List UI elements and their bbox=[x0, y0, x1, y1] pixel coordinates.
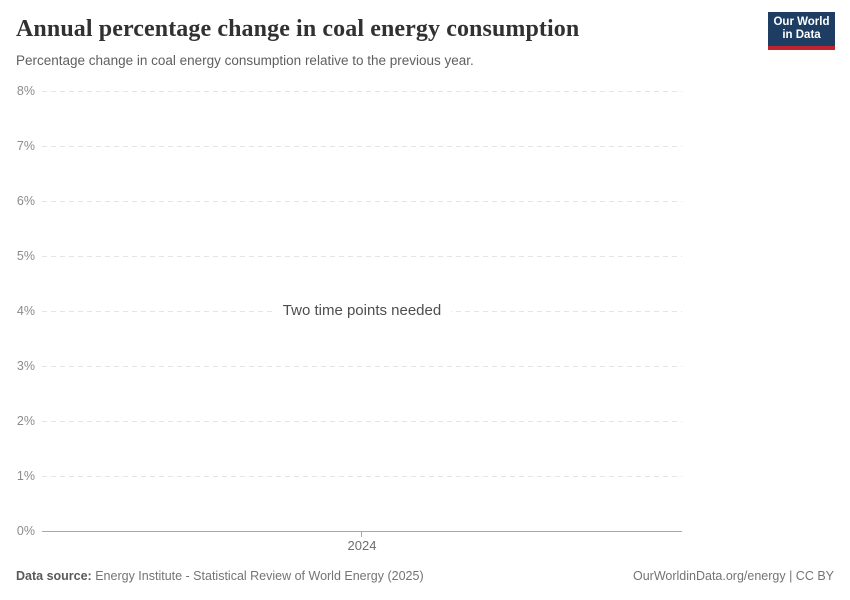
y-axis-tick-label: 8% bbox=[16, 84, 35, 98]
license-link[interactable]: OurWorldinData.org/energy | CC BY bbox=[632, 569, 834, 583]
data-source: Data source: Energy Institute - Statisti… bbox=[16, 569, 424, 584]
gridline bbox=[42, 201, 682, 202]
owid-logo[interactable]: Our World in Data bbox=[768, 12, 835, 50]
y-axis-tick-label: 5% bbox=[16, 249, 35, 263]
chart-subtitle: Percentage change in coal energy consump… bbox=[16, 53, 474, 68]
x-axis-tick-mark bbox=[361, 531, 362, 537]
y-axis-tick-label: 1% bbox=[16, 469, 35, 483]
owid-logo-line2: in Data bbox=[782, 29, 821, 41]
x-axis-tick-label: 2024 bbox=[347, 538, 377, 553]
y-axis-tick-label: 2% bbox=[16, 414, 35, 428]
x-axis-line bbox=[42, 531, 682, 532]
data-source-value: Energy Institute - Statistical Review of… bbox=[95, 569, 424, 583]
gridline bbox=[42, 421, 682, 422]
y-axis-tick-label: 4% bbox=[16, 304, 35, 318]
chart-title: Annual percentage change in coal energy … bbox=[16, 16, 580, 42]
y-axis-tick-label: 0% bbox=[16, 524, 35, 538]
y-axis-tick-label: 7% bbox=[16, 139, 35, 153]
owid-logo-line1: Our World bbox=[773, 15, 830, 28]
data-source-label: Data source: bbox=[16, 569, 92, 583]
gridline bbox=[42, 91, 682, 92]
empty-chart-message-text: Two time points needed bbox=[272, 301, 452, 321]
gridline bbox=[42, 366, 682, 367]
chart-footer: Data source: Energy Institute - Statisti… bbox=[16, 569, 834, 584]
gridline bbox=[42, 146, 682, 147]
gridline bbox=[42, 256, 682, 257]
y-axis-tick-label: 3% bbox=[16, 359, 35, 373]
y-axis-tick-label: 6% bbox=[16, 194, 35, 208]
gridline bbox=[42, 476, 682, 477]
empty-chart-message: Two time points needed bbox=[42, 301, 682, 321]
